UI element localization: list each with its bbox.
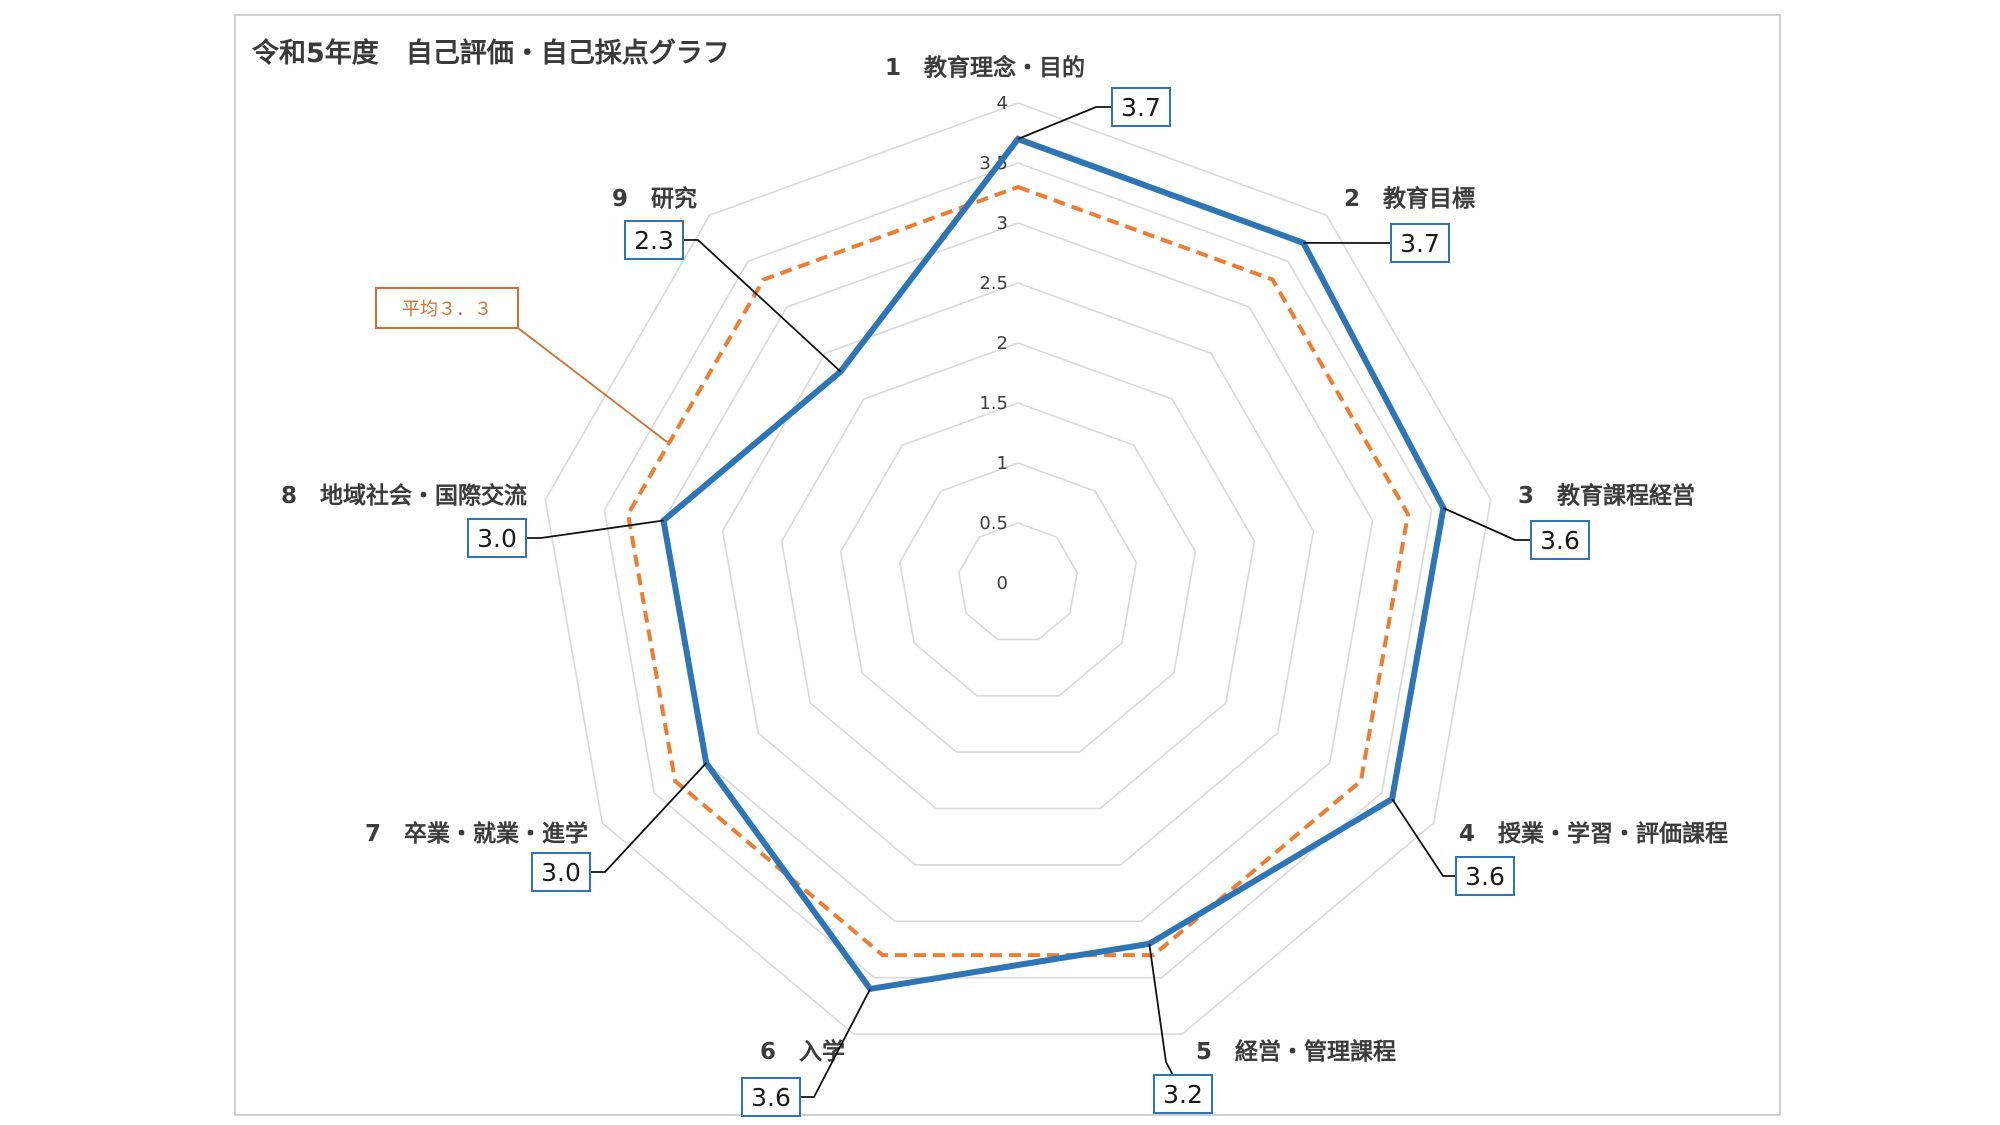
grid-ring bbox=[544, 102, 1492, 1035]
label-layer: 1 教育理念・目的 3.7 2 教育目標 3.7 3 教育課程経営 3.6 4 授業・学習・… bbox=[281, 54, 1728, 1117]
category-label: 3 教育課程経営 bbox=[1518, 482, 1695, 509]
value-label: 3.6 bbox=[751, 1083, 791, 1112]
category-label: 7 卒業・就業・進学 bbox=[365, 820, 588, 847]
tick-layer: 00.511.522.533.54 bbox=[979, 93, 1008, 594]
grid-ring bbox=[603, 162, 1433, 979]
value-label: 3.0 bbox=[541, 858, 581, 887]
value-label-box bbox=[1390, 223, 1450, 263]
category-label: 8 地域社会・国際交流 bbox=[281, 482, 527, 509]
value-label-box bbox=[1153, 1074, 1213, 1114]
tick-label: 3 bbox=[997, 213, 1008, 234]
series-average-line bbox=[625, 184, 1411, 958]
value-label: 3.6 bbox=[1540, 526, 1580, 555]
grid-ring bbox=[958, 522, 1078, 641]
value-label-box bbox=[1455, 856, 1515, 896]
series-score-line bbox=[660, 135, 1447, 993]
tick-label: 4 bbox=[997, 93, 1008, 114]
chart-frame bbox=[234, 14, 1781, 1116]
average-label: 平均３．３ bbox=[402, 299, 492, 320]
value-label: 3.7 bbox=[1121, 93, 1161, 122]
value-label: 3.6 bbox=[1465, 862, 1505, 891]
category-label: 2 教育目標 bbox=[1344, 185, 1475, 212]
average-callout: 平均３．３ bbox=[375, 287, 668, 443]
grid-ring bbox=[898, 462, 1138, 697]
chart-title: 令和5年度 自己評価・自己採点グラフ bbox=[252, 37, 730, 69]
grid-ring bbox=[721, 282, 1315, 866]
grid-layer bbox=[544, 102, 1492, 1035]
value-label: 3.2 bbox=[1163, 1080, 1203, 1109]
grid-ring bbox=[839, 402, 1197, 753]
tick-label: 1 bbox=[997, 453, 1008, 474]
value-label: 2.3 bbox=[634, 226, 674, 255]
value-label-box bbox=[624, 220, 684, 260]
tick-label: 0 bbox=[997, 573, 1008, 594]
value-label: 3.7 bbox=[1400, 229, 1440, 258]
series-layer bbox=[625, 135, 1447, 993]
grid-ring bbox=[662, 222, 1374, 923]
category-label: 4 授業・学習・評価課程 bbox=[1459, 820, 1728, 847]
value-label-box bbox=[1530, 520, 1590, 560]
tick-label: 2.5 bbox=[979, 273, 1008, 294]
average-label-box bbox=[375, 287, 519, 329]
grid-ring bbox=[780, 342, 1256, 810]
category-label: 1 教育理念・目的 bbox=[885, 54, 1085, 81]
tick-label: 2 bbox=[997, 333, 1008, 354]
value-label-box bbox=[1111, 87, 1171, 127]
value-label-box bbox=[741, 1077, 801, 1117]
category-label: 5 経営・管理課程 bbox=[1196, 1038, 1396, 1065]
value-label-box bbox=[531, 852, 591, 892]
average-leader-line bbox=[517, 327, 668, 443]
value-label: 3.0 bbox=[477, 524, 517, 553]
value-label-box bbox=[467, 518, 527, 558]
tick-label: 1.5 bbox=[979, 393, 1008, 414]
tick-label: 0.5 bbox=[979, 513, 1008, 534]
category-label: 6 入学 bbox=[760, 1038, 845, 1065]
category-label: 9 研究 bbox=[612, 185, 697, 212]
